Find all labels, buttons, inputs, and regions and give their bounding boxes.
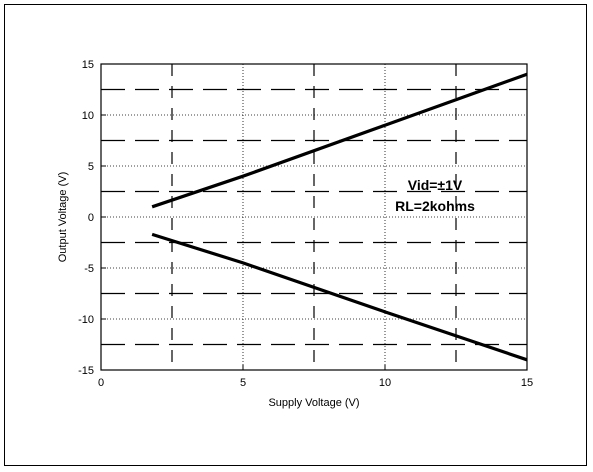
y-tick-label: -10 — [78, 314, 94, 326]
y-tick-label: 5 — [88, 161, 94, 173]
x-tick-label: 0 — [98, 377, 104, 389]
x-axis-label: Supply Voltage (V) — [268, 397, 359, 409]
series-line-2 — [152, 234, 527, 359]
y-tick-label: -5 — [84, 263, 94, 275]
y-tick-label: -15 — [78, 365, 94, 377]
y-tick-label: 15 — [82, 59, 94, 71]
annotation-vid: Vid=±1V — [408, 177, 463, 193]
x-tick-label: 5 — [240, 377, 246, 389]
y-tick-label: 10 — [82, 110, 94, 122]
y-axis-label: Output Voltage (V) — [57, 172, 69, 263]
y-tick-label: 0 — [88, 212, 94, 224]
grid — [101, 64, 527, 370]
x-tick-label: 10 — [379, 377, 391, 389]
annotation-rl: RL=2kohms — [395, 198, 475, 214]
x-tick-label: 15 — [521, 377, 533, 389]
